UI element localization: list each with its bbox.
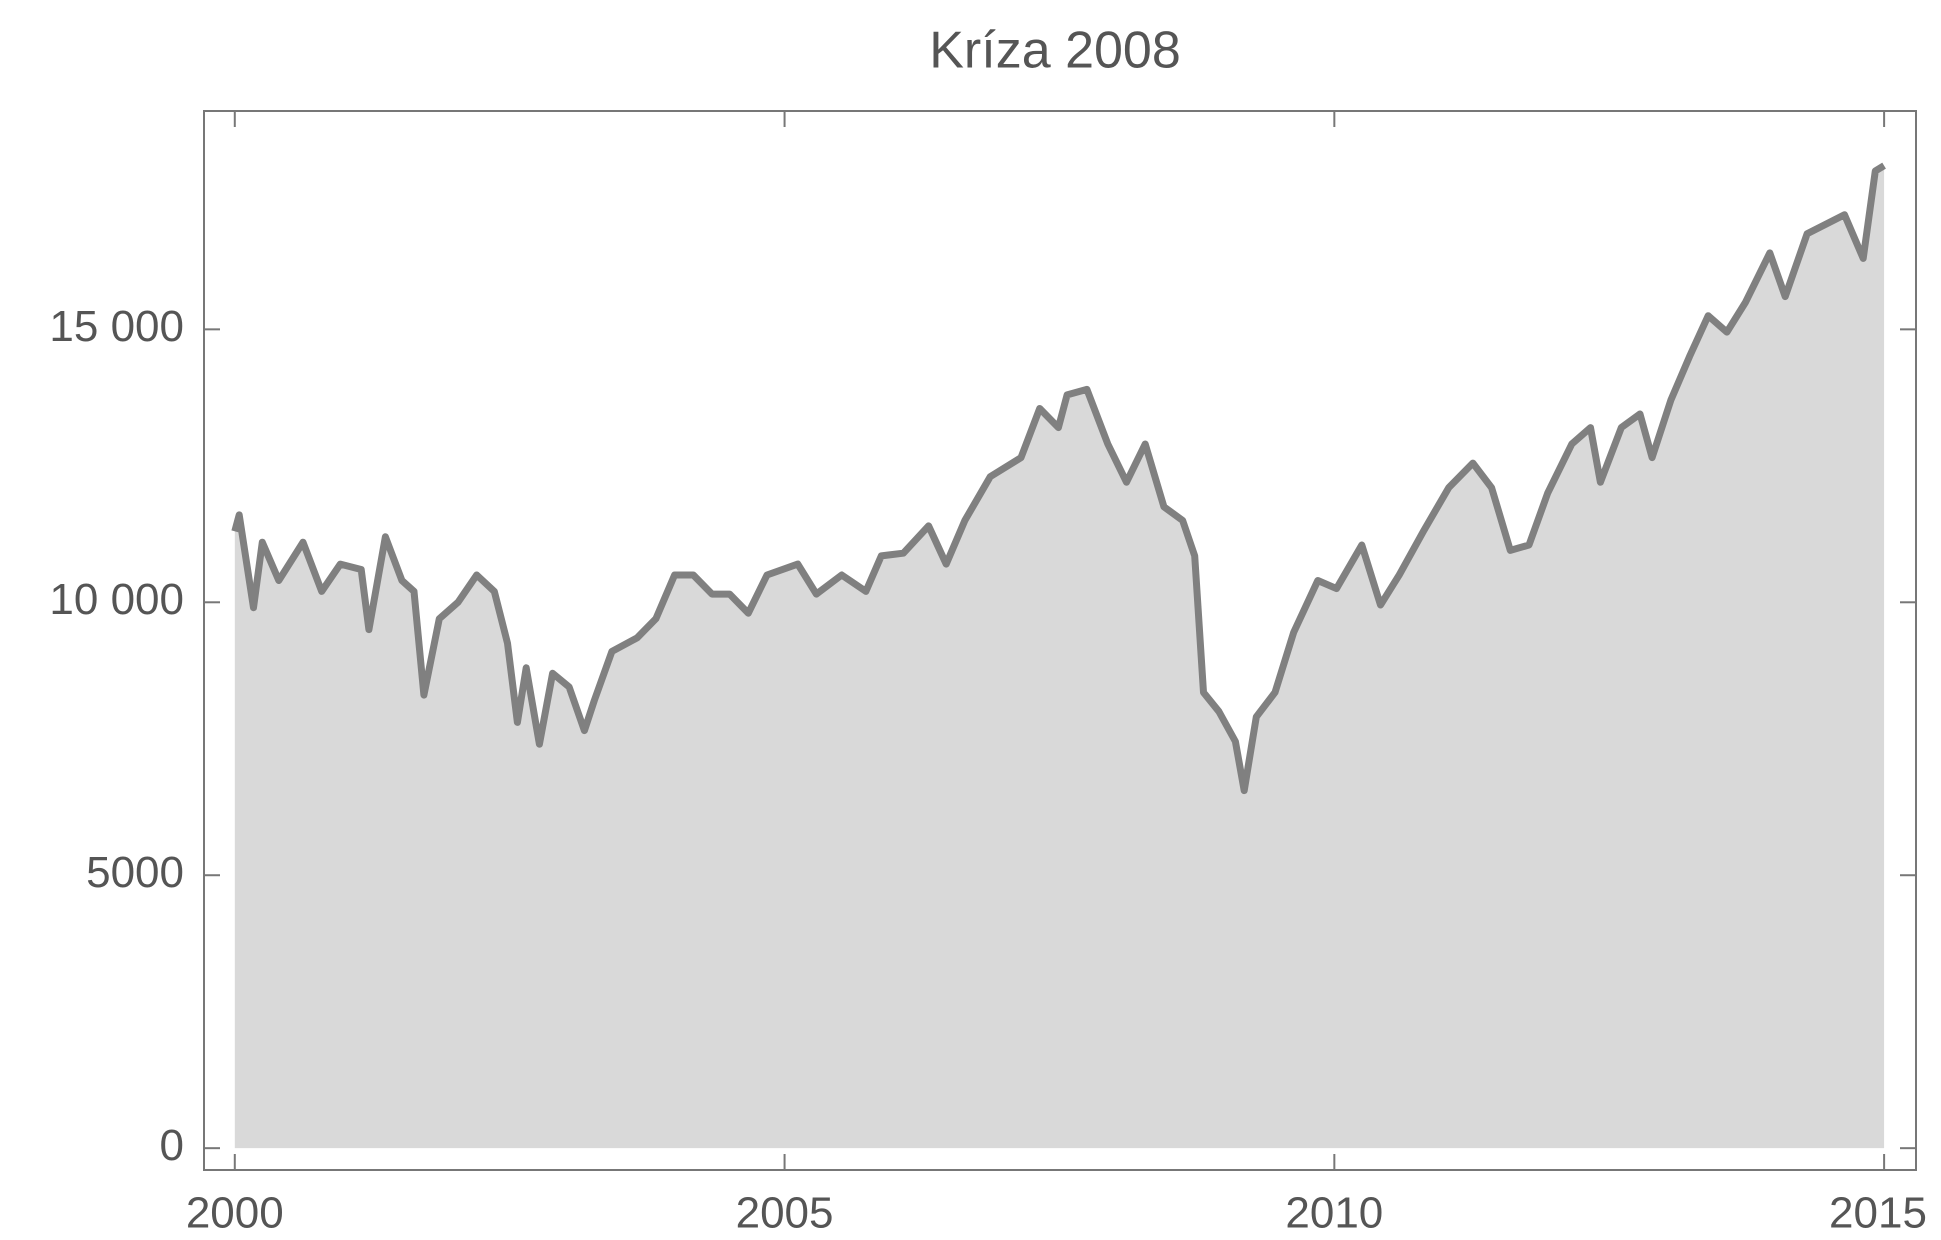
- y-tick-label: 15 000: [49, 302, 184, 351]
- x-tick-label: 2000: [186, 1189, 284, 1238]
- y-tick-label: 0: [160, 1121, 184, 1170]
- chart-title: Kríza 2008: [929, 22, 1181, 80]
- y-tick-label: 5000: [86, 848, 184, 897]
- area-fill: [234, 165, 1885, 1149]
- y-tick-label: 10 000: [49, 575, 184, 624]
- x-tick-label: 2015: [1829, 1189, 1927, 1238]
- x-tick-label: 2010: [1285, 1189, 1383, 1238]
- data-line: [231, 162, 1886, 795]
- x-tick-label: 2005: [736, 1189, 834, 1238]
- plot-frame: [203, 110, 1917, 1171]
